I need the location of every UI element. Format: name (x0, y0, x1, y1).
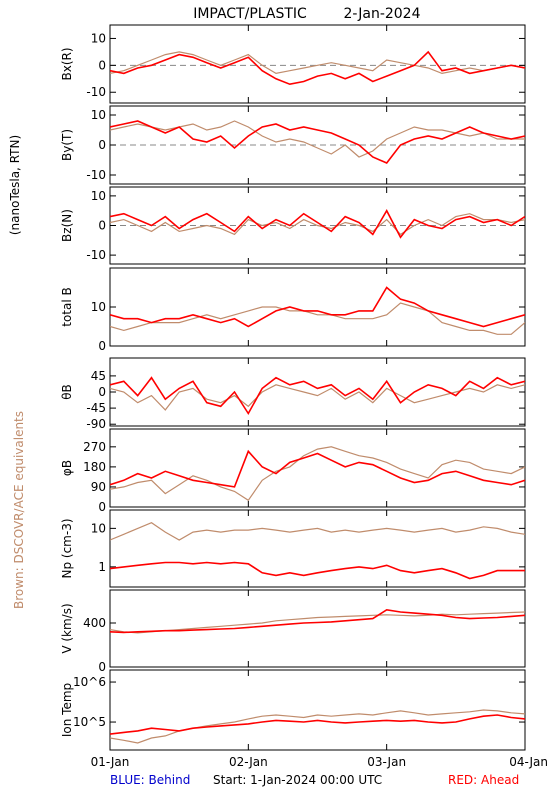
panel-y-label: V (km/s) (60, 603, 74, 653)
panel-2: 10 0 -10 By(T) (60, 105, 526, 185)
panel-y-label: θB (60, 384, 74, 400)
series-ace (110, 611, 525, 634)
y-tick-label: 0 (98, 58, 106, 72)
start-time-label: Start: 1-Jan-2024 00:00 UTC (213, 773, 382, 787)
chart-title-date: 2-Jan-2024 (344, 6, 421, 22)
series-ace (110, 120, 525, 158)
series-ace (110, 522, 525, 541)
y-tick-label: 0 (98, 385, 106, 399)
y-tick-label: 90 (91, 480, 106, 494)
series-ace (110, 446, 525, 502)
equivalents-side-label: Brown: DSCOVR/ACE equivalents (12, 411, 26, 609)
panel-8: 400 0 V (km/s) (60, 589, 526, 674)
panel-y-label: φB (60, 460, 74, 476)
series-ahead (110, 209, 525, 239)
series-ace (110, 302, 525, 335)
panel-frame (109, 428, 526, 508)
y-tick-label: -45 (86, 401, 106, 415)
y-tick-label: 1 (98, 560, 106, 574)
y-tick-label: 10^6 (73, 675, 106, 689)
series-ace (110, 51, 525, 75)
y-tick-label: 0 (98, 138, 106, 152)
y-tick-label: 0 (98, 500, 106, 514)
y-tick-label: 270 (83, 440, 106, 454)
panel-y-label: Ion Temp (60, 683, 74, 737)
panel-4: 10 0 total B (60, 267, 526, 353)
series-ace (110, 384, 525, 411)
panel-6: 270 180 90 0 φB (60, 428, 526, 514)
y-tick-label: 180 (83, 460, 106, 474)
legend-behind: BLUE: Behind (110, 773, 190, 787)
panel-y-label: Bx(R) (60, 47, 74, 80)
panel-frame (109, 24, 526, 104)
y-tick-label: -10 (86, 168, 106, 182)
y-tick-label: 10 (91, 521, 106, 535)
y-tick-label: 10 (91, 300, 106, 314)
panel-y-label: By(T) (60, 129, 74, 161)
panel-y-label: total B (60, 287, 74, 327)
y-tick-label: 0 (98, 339, 106, 353)
x-tick-label: 04-Jan (509, 755, 548, 769)
panel-1: 10 0 -10 Bx(R) (60, 24, 526, 104)
series-ace (110, 213, 525, 236)
x-tick-label: 02-Jan (229, 755, 268, 769)
units-side-label: (nanoTesla, RTN) (8, 135, 22, 235)
series-ahead (110, 608, 525, 634)
panel-7: 10 1 Np (cm-3) (60, 509, 526, 588)
y-tick-label: 400 (83, 616, 106, 630)
series-ahead (110, 714, 525, 735)
series-ahead (110, 50, 525, 86)
panel-5: 45 0 -45 -90 θB (60, 357, 526, 431)
panel-frame (109, 669, 526, 751)
y-tick-label: 10 (91, 31, 106, 45)
legend-ahead: RED: Ahead (448, 773, 519, 787)
x-tick-label: 03-Jan (367, 755, 406, 769)
y-tick-label: 0 (98, 219, 106, 233)
series-ahead (110, 120, 525, 164)
y-tick-label: 10 (91, 108, 106, 122)
panel-frame (109, 267, 526, 347)
y-tick-label: -90 (86, 417, 106, 431)
chart-title-instrument: IMPACT/PLASTIC (193, 6, 307, 22)
y-tick-label: 10^5 (73, 715, 106, 729)
panel-frame (109, 509, 526, 588)
panels: 100-10Bx(R)100-10By(T)100-10Bz(N)100tota… (60, 24, 526, 751)
series-ahead (110, 376, 525, 416)
y-tick-label: 45 (91, 369, 106, 383)
panel-frame (109, 357, 526, 427)
series-ace (110, 709, 525, 744)
y-tick-label: 10 (91, 189, 106, 203)
series-ahead (110, 449, 525, 488)
series-ahead (110, 561, 525, 580)
panel-frame (109, 589, 526, 668)
panel-3: 10 0 -10 Bz(N) (60, 186, 526, 265)
series-ahead (110, 286, 525, 328)
y-tick-label: 0 (98, 660, 106, 674)
panel-y-label: Np (cm-3) (60, 518, 74, 578)
x-axis-ticks: 01-Jan 02-Jan 03-Jan 04-Jan (91, 755, 548, 769)
panel-y-label: Bz(N) (60, 209, 74, 242)
y-tick-label: -10 (86, 248, 106, 262)
y-tick-label: -10 (86, 85, 106, 99)
x-tick-label: 01-Jan (91, 755, 130, 769)
